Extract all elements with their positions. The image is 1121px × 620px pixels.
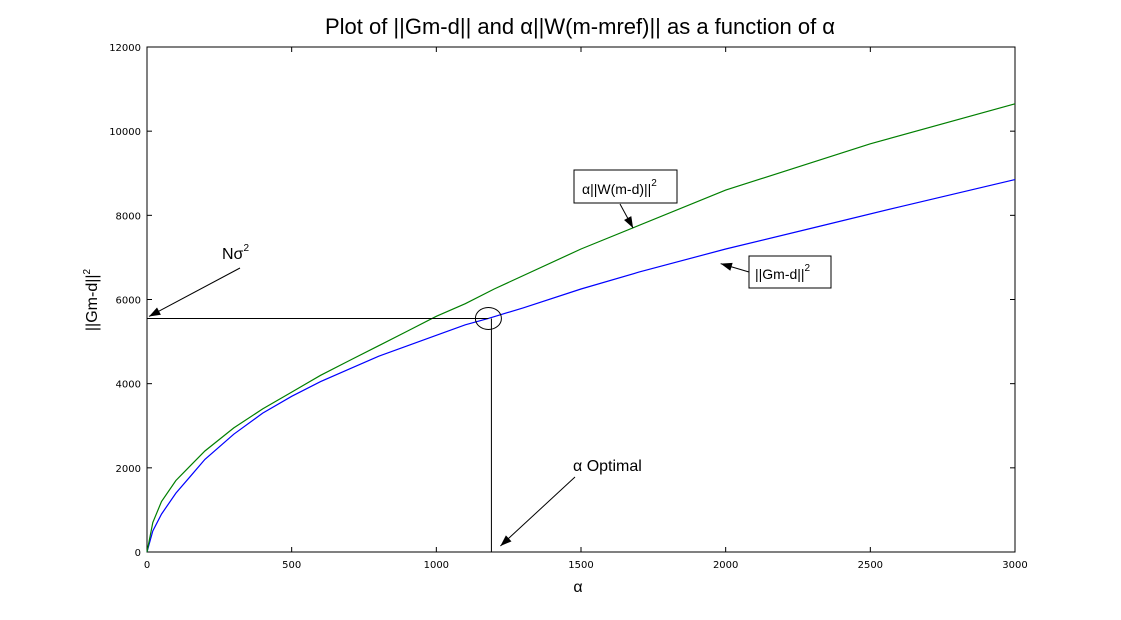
blue-series-label: ||Gm-d||2 <box>755 263 811 282</box>
x-tick-label: 1500 <box>568 560 593 571</box>
y-tick-label: 0 <box>135 548 141 559</box>
x-tick-label: 2500 <box>858 560 883 571</box>
series-group <box>146 103 1016 553</box>
arrow-opt-head <box>500 535 512 546</box>
optimal-point-circle <box>474 306 502 330</box>
arrow-green-head <box>624 216 634 228</box>
x-tick-label: 1000 <box>424 560 449 571</box>
arrow-noise-head <box>149 307 161 317</box>
x-tick-label: 0 <box>144 560 150 571</box>
x-tick-label: 500 <box>282 560 301 571</box>
noise-annotation: Nσ2 <box>222 243 249 263</box>
optimal-arrow <box>500 476 576 547</box>
x-axis-label: α <box>573 579 582 596</box>
optimal-annotation: α Optimal <box>573 458 642 475</box>
y-tick-label: 8000 <box>116 211 141 222</box>
y-tick-label: 2000 <box>116 464 141 475</box>
y-tick-label: 10000 <box>109 127 141 138</box>
y-tick-label: 6000 <box>116 296 141 307</box>
y-tick-label: 12000 <box>109 43 141 54</box>
plot-area <box>146 46 1016 553</box>
y-axis: 0 2000 4000 6000 8000 10000 12000 <box>109 43 1015 559</box>
green-series-label: α||W(m-d)||2 <box>582 178 657 197</box>
y-axis-label: ||Gm-d||2 <box>82 268 101 331</box>
chart-title: Plot of ||Gm-d|| and α||W(m-mref)|| as a… <box>325 14 835 39</box>
x-tick-label: 3000 <box>1002 560 1027 571</box>
green-series-label-box <box>573 169 678 204</box>
x-tick-label: 2000 <box>713 560 738 571</box>
noise-arrow <box>148 267 241 317</box>
arrow-blue-head <box>720 262 733 271</box>
series-line-1 <box>146 179 1016 553</box>
series-line-2 <box>146 103 1016 553</box>
x-axis: 0 500 1000 1500 2000 2500 3000 <box>144 47 1028 571</box>
y-tick-label: 4000 <box>116 380 141 391</box>
